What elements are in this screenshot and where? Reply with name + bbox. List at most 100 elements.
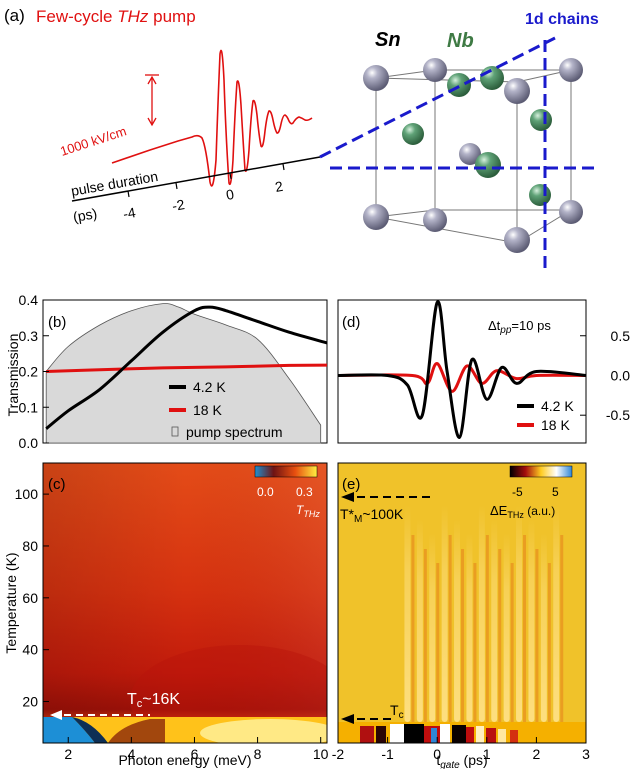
y-tick-label: 20 [22, 694, 38, 710]
panel-c-x-ticks: 2 4 6 8 10 [64, 737, 329, 762]
pump-spectrum-area [45, 303, 322, 444]
field-stripe [503, 533, 510, 722]
field-stripe-shadow [485, 535, 489, 722]
field-stripe [528, 519, 535, 722]
panel-a-label: (a) [4, 6, 25, 25]
series-4k-line [337, 300, 587, 439]
sn-atom [504, 78, 530, 104]
panel-c-y-ticks: 20 40 60 80 100 [15, 486, 49, 710]
legend-label-18k: 18 K [193, 402, 222, 418]
x-tick-label: 0 [433, 746, 441, 762]
field-amplitude-marker [145, 74, 159, 127]
panel-c-ylabel: Temperature (K) [3, 552, 19, 653]
panel-d-label: (d) [342, 314, 360, 331]
legend-label-4k: 4.2 K [541, 398, 574, 414]
series-4k-line [45, 305, 328, 430]
colorbar-label: TTHz [296, 503, 320, 519]
field-label: 1000 kV/cm [58, 123, 128, 158]
y-tick-label: 0.0 [19, 435, 39, 451]
crystal-structure: Sn Nb 1d chains [319, 11, 600, 272]
y-tick-label: 0.5 [611, 328, 631, 344]
tc-annotation-e: Tc [341, 702, 404, 724]
y-tick-label: 0.1 [19, 399, 39, 415]
sn-label: Sn [375, 29, 401, 51]
panel-b: (b) Transmission 0.0 0.1 0.2 0.3 0.4 4.2 K 1… [5, 292, 328, 451]
panel-e-x-ticks: -2 -1 0 1 2 3 [332, 737, 590, 762]
sn-atom [459, 143, 481, 165]
y-tick-label: 40 [22, 642, 38, 658]
sn-atom [423, 208, 447, 232]
x-tick-label: 2 [64, 746, 72, 762]
nb-atom [475, 152, 501, 178]
tm-annotation: T*M~100K [340, 492, 432, 525]
field-stripe-shadow [523, 535, 527, 722]
nb-atom [529, 184, 551, 206]
field-stripe-shadow [547, 563, 551, 722]
x-tick-label: 3 [582, 746, 590, 762]
panel-b-legend: 4.2 K 18 K pump spectrum [169, 379, 282, 440]
panel-d-y-ticks: 0.5 0.0 -0.5 [580, 328, 630, 423]
field-stripe [454, 519, 461, 722]
series-18k-line [46, 363, 328, 373]
nb-atom [480, 66, 504, 90]
time-axis-ticks [127, 163, 285, 198]
nb-atom [530, 109, 552, 131]
field-stripe [429, 533, 436, 722]
nb-atom [447, 73, 471, 97]
colorbar-tick: 0.3 [296, 485, 313, 499]
time-tick-label: -2 [171, 196, 186, 214]
y-tick-label: 80 [22, 538, 38, 554]
x-tick-label: 1 [483, 746, 491, 762]
colorbar-tick: -5 [512, 485, 523, 499]
tc-label-e: Tc [390, 702, 404, 721]
chains-label: 1d chains [525, 11, 599, 28]
tc-annotation: Tc~16K [50, 691, 180, 720]
legend-label-pump: pump spectrum [186, 424, 282, 440]
x-tick-label: -1 [381, 746, 394, 762]
colorbar-label: ΔETHz (a.u.) [490, 503, 555, 520]
panel-c-heatmap [43, 463, 327, 743]
panel-e-colorbar: -5 5 ΔETHz (a.u.) [490, 465, 573, 520]
tm-label: T*M~100K [340, 506, 404, 525]
panel-b-ylabel: Transmission [5, 334, 21, 417]
x-tick-label: 8 [254, 746, 262, 762]
colorbar-tick: 5 [552, 485, 559, 499]
field-stripe-shadow [423, 549, 427, 722]
field-stripe-shadow [560, 535, 564, 722]
sn-atom [504, 227, 530, 253]
x-tick-label: 2 [533, 746, 541, 762]
sn-atom [559, 200, 583, 224]
panel-d-frame [337, 299, 587, 444]
chain-lines [319, 36, 600, 272]
colorbar-tick: 0.0 [257, 485, 274, 499]
panel-d: (d) Δtpp=10 ps 0.5 0.0 -0.5 4.2 K 18 K [337, 299, 630, 444]
sn-atom [363, 204, 389, 230]
field-stripe [404, 505, 411, 722]
y-tick-label: -0.5 [606, 407, 630, 423]
y-tick-label: 0.4 [19, 292, 39, 308]
field-stripe [416, 519, 423, 722]
field-stripe-shadow [448, 535, 452, 722]
field-stripe [441, 505, 448, 722]
legend-label-18k: 18 K [541, 417, 570, 433]
legend-swatch-pump [171, 426, 179, 437]
panel-e-heatmap [338, 463, 586, 743]
panel-e-frame [337, 462, 587, 744]
field-stripe-shadow [461, 549, 465, 722]
y-tick-label: 0.0 [611, 367, 631, 383]
field-stripe-shadow [498, 549, 502, 722]
sn-atom [559, 58, 583, 82]
field-stripe [478, 505, 485, 722]
x-tick-label: 4 [127, 746, 135, 762]
tc-label: Tc~16K [127, 691, 180, 710]
panel-e-xlabel: tgate (ps) [436, 752, 487, 769]
low-temperature-band [338, 722, 586, 743]
field-stripe [540, 533, 547, 722]
field-stripe-shadow [473, 563, 477, 722]
panel-c: (c) 0.0 0.3 TTHz Tc~16K Temperature (K) … [3, 462, 329, 768]
x-tick-label: -2 [332, 746, 345, 762]
sn-atom [423, 58, 447, 82]
field-stripe [466, 533, 473, 722]
field-stripe [516, 505, 523, 722]
